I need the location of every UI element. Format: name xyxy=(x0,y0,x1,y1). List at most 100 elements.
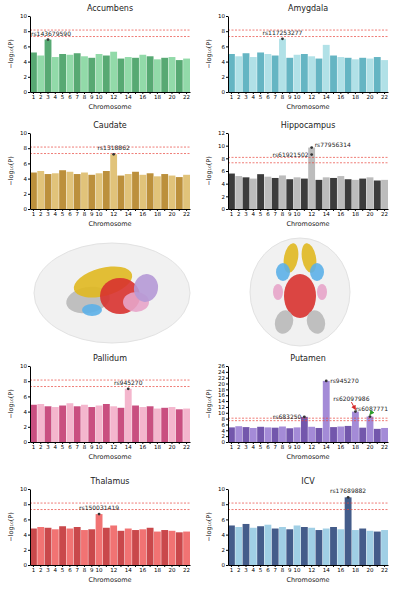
x-tick: 18 xyxy=(154,92,161,100)
x-tick: 3 xyxy=(244,92,248,100)
chromosome-signal xyxy=(279,39,286,92)
x-tick-label: 5 xyxy=(61,444,65,450)
x-axis: 12345678910121416182022 xyxy=(229,442,389,450)
chromosome-signal xyxy=(294,55,301,92)
x-tick-label: 16 xyxy=(337,94,344,100)
y-axis-line xyxy=(30,17,31,93)
y-tick-label: 6 xyxy=(24,394,28,400)
x-tick: 9 xyxy=(288,442,292,450)
x-tick: 2 xyxy=(39,442,43,450)
chromosome-signal xyxy=(228,174,235,209)
y-tick: 4 xyxy=(222,181,229,187)
y-tick-mark xyxy=(226,384,228,385)
chromosome-signal xyxy=(250,179,257,209)
chromosome-signal xyxy=(147,406,154,442)
chromosome-signal xyxy=(330,427,337,442)
x-tick xyxy=(120,209,121,211)
x-tick-label: 22 xyxy=(183,444,190,450)
x-tick-label: 20 xyxy=(168,211,175,217)
x-tick xyxy=(179,92,180,94)
chromosome-signal xyxy=(147,56,154,92)
x-tick-mark xyxy=(150,209,151,211)
chromosome-signal xyxy=(169,176,176,209)
y-tick-label: 2 xyxy=(24,424,28,430)
chromosome-signal xyxy=(118,59,125,92)
chromosome-signal xyxy=(279,427,286,442)
chromosome-signal xyxy=(110,406,117,442)
y-tick-label: 8 xyxy=(24,378,28,384)
x-tick-label: 10 xyxy=(96,94,103,100)
x-tick-label: 6 xyxy=(266,567,270,573)
chromosome-signal xyxy=(337,176,344,209)
x-tick-label: 14 xyxy=(125,444,132,450)
x-tick: 10 xyxy=(96,442,103,450)
x-tick-label: 10 xyxy=(294,444,301,450)
annotation-layer: rs143679590 xyxy=(31,30,71,37)
y-tick: 26 xyxy=(218,363,228,369)
brain-structure xyxy=(304,308,328,336)
y-tick: 10 xyxy=(20,363,30,369)
x-axis-line xyxy=(31,442,191,443)
snp-label: rs945270 xyxy=(114,379,143,386)
chromosome-signal xyxy=(272,529,279,565)
y-tick: 0 xyxy=(222,206,229,212)
x-tick-mark xyxy=(150,565,151,567)
x-tick xyxy=(106,92,107,94)
x-tick: 7 xyxy=(75,209,79,217)
x-tick-label: 20 xyxy=(366,567,373,573)
y-tick-mark xyxy=(226,424,228,425)
x-tick xyxy=(164,442,165,444)
x-tick xyxy=(377,565,378,567)
x-tick: 5 xyxy=(61,565,65,573)
x-tick xyxy=(362,442,363,444)
y-tick-mark xyxy=(28,133,30,134)
manhattan-panel: Hippocampus12345678910121416182022024681… xyxy=(205,121,389,228)
y-tick: 0 xyxy=(24,562,31,568)
x-tick: 20 xyxy=(168,209,175,217)
x-tick: 3 xyxy=(244,442,248,450)
lead-snp xyxy=(325,380,328,383)
chromosome-signal xyxy=(147,173,154,209)
y-tick-label: 14 xyxy=(218,398,225,404)
chromosome-signal xyxy=(74,174,81,209)
y-tick-mark xyxy=(226,372,228,373)
x-tick-mark xyxy=(120,442,121,444)
x-tick-label: 1 xyxy=(230,211,234,217)
x-tick-mark xyxy=(164,92,165,94)
x-tick: 7 xyxy=(273,442,277,450)
chromosome-signal xyxy=(235,56,242,92)
x-tick: 22 xyxy=(183,92,190,100)
x-tick xyxy=(164,565,165,567)
chromosome-signal xyxy=(169,57,176,92)
x-tick xyxy=(362,92,363,94)
x-tick: 12 xyxy=(110,442,117,450)
x-tick: 8 xyxy=(281,92,285,100)
chromosome-signal xyxy=(367,531,374,565)
x-tick: 6 xyxy=(266,442,270,450)
x-tick: 4 xyxy=(54,442,58,450)
x-axis-title: Chromosome xyxy=(286,453,329,461)
chromosome-signal xyxy=(30,173,37,209)
x-tick-label: 16 xyxy=(337,567,344,573)
y-axis-line xyxy=(30,134,31,210)
x-tick xyxy=(304,209,305,211)
x-tick: 18 xyxy=(352,92,359,100)
y-tick-label: 8 xyxy=(222,501,226,507)
x-tick-label: 7 xyxy=(273,211,277,217)
chromosome-signal xyxy=(154,409,161,442)
chromosome-signal xyxy=(250,528,257,565)
x-tick-label: 20 xyxy=(366,211,373,217)
chromosome-signal xyxy=(345,426,352,442)
x-tick: 1 xyxy=(32,565,35,573)
x-tick: 2 xyxy=(237,565,241,573)
x-tick-label: 10 xyxy=(294,94,301,100)
chromosome-signal xyxy=(264,177,271,209)
x-tick-label: 20 xyxy=(366,94,373,100)
lead-snp xyxy=(310,153,313,156)
chromosome-signal xyxy=(294,427,301,442)
brain-structure xyxy=(82,304,102,316)
y-tick: 10 xyxy=(218,410,228,416)
x-tick: 14 xyxy=(323,209,330,217)
chromosome-signal xyxy=(103,404,110,442)
chromosome-signal xyxy=(374,532,381,565)
